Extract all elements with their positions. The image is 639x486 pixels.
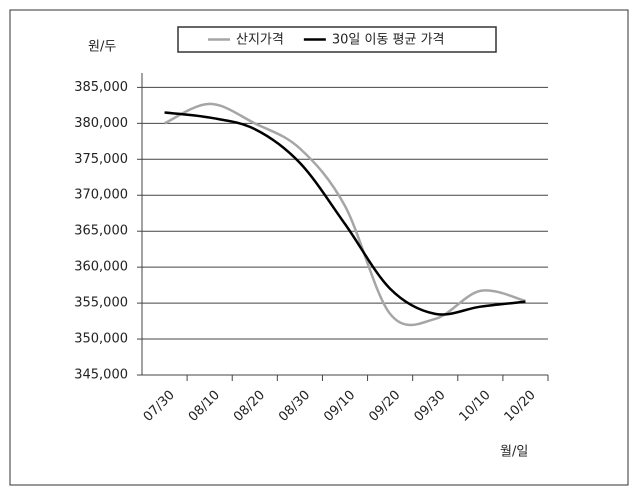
frame <box>9 9 629 486</box>
series-line <box>164 102 526 327</box>
y-tick-label: 355,000 <box>74 296 128 311</box>
y-tick-label: 385,000 <box>74 80 128 95</box>
y-tick-label: 365,000 <box>74 224 128 239</box>
x-tick-label: 08/10 <box>186 388 223 425</box>
x-tick-label: 08/30 <box>276 388 313 425</box>
x-tick-label: 09/30 <box>411 388 448 425</box>
y-tick-label: 345,000 <box>74 368 128 383</box>
legend-label: 30일 이동 평균 가격 <box>332 33 445 48</box>
x-unit: 월/일 <box>500 445 528 460</box>
legend-label: 산지가격 <box>236 33 284 48</box>
series-line <box>164 111 526 316</box>
x-tick-label: 10/20 <box>502 388 539 425</box>
y-unit: 원/두 <box>88 40 116 55</box>
x-tick-label: 08/20 <box>231 388 268 425</box>
y-tick-label: 375,000 <box>74 152 128 167</box>
x-tick-label: 07/30 <box>141 388 178 425</box>
y-tick-label: 380,000 <box>74 116 128 131</box>
y-tick-label: 360,000 <box>74 260 128 275</box>
legend <box>177 26 497 53</box>
y-tick-label: 370,000 <box>74 188 128 203</box>
x-tick-label: 10/10 <box>457 388 494 425</box>
y-tick-label: 350,000 <box>74 332 128 347</box>
x-tick-label: 09/10 <box>321 388 358 425</box>
x-tick-label: 09/20 <box>366 388 403 425</box>
